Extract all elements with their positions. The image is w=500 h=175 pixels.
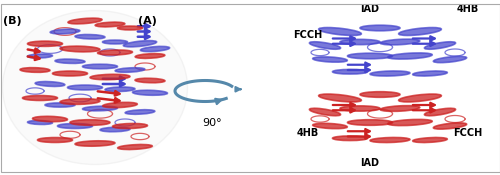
Ellipse shape <box>90 74 130 80</box>
Ellipse shape <box>424 42 456 49</box>
Ellipse shape <box>32 116 68 122</box>
Ellipse shape <box>370 71 410 76</box>
Ellipse shape <box>340 106 380 111</box>
Ellipse shape <box>412 138 448 142</box>
Ellipse shape <box>312 123 348 129</box>
Ellipse shape <box>132 90 168 95</box>
Ellipse shape <box>75 141 115 146</box>
Ellipse shape <box>60 99 100 104</box>
Ellipse shape <box>70 120 110 125</box>
Ellipse shape <box>332 136 368 141</box>
Text: (B): (B) <box>3 16 22 26</box>
Ellipse shape <box>52 71 88 76</box>
Ellipse shape <box>60 46 100 52</box>
Ellipse shape <box>38 138 72 142</box>
Ellipse shape <box>28 121 52 124</box>
Text: (A): (A) <box>138 16 157 26</box>
Ellipse shape <box>388 53 432 59</box>
Ellipse shape <box>75 34 105 39</box>
Ellipse shape <box>135 78 165 83</box>
Ellipse shape <box>312 57 348 62</box>
Ellipse shape <box>55 59 85 63</box>
Ellipse shape <box>82 106 118 111</box>
Ellipse shape <box>348 120 393 125</box>
Ellipse shape <box>348 53 393 59</box>
Ellipse shape <box>370 138 410 142</box>
Ellipse shape <box>58 124 92 128</box>
Ellipse shape <box>380 39 420 45</box>
Ellipse shape <box>124 41 156 47</box>
Ellipse shape <box>115 68 145 72</box>
Ellipse shape <box>310 108 340 116</box>
Ellipse shape <box>28 54 52 58</box>
Ellipse shape <box>95 22 125 27</box>
Ellipse shape <box>380 106 420 111</box>
Ellipse shape <box>118 145 152 149</box>
Ellipse shape <box>118 26 142 30</box>
Ellipse shape <box>318 94 362 102</box>
Ellipse shape <box>332 69 368 74</box>
Ellipse shape <box>318 27 362 36</box>
Ellipse shape <box>140 46 170 52</box>
Ellipse shape <box>388 119 432 126</box>
Ellipse shape <box>50 29 80 34</box>
Ellipse shape <box>135 54 165 58</box>
Ellipse shape <box>434 56 466 63</box>
Ellipse shape <box>310 42 340 49</box>
Ellipse shape <box>398 94 442 102</box>
Ellipse shape <box>125 110 155 114</box>
Ellipse shape <box>105 87 135 92</box>
Text: 90°: 90° <box>202 117 222 128</box>
Ellipse shape <box>112 124 148 128</box>
Text: 4HB: 4HB <box>456 4 478 14</box>
Ellipse shape <box>412 71 448 76</box>
Ellipse shape <box>68 85 102 90</box>
Ellipse shape <box>102 102 138 108</box>
Text: IAD: IAD <box>360 158 380 168</box>
Ellipse shape <box>35 82 65 86</box>
Text: FCCH: FCCH <box>453 128 482 138</box>
Ellipse shape <box>340 39 380 45</box>
Ellipse shape <box>82 64 118 69</box>
Ellipse shape <box>102 40 128 44</box>
Text: FCCH: FCCH <box>293 30 322 40</box>
Ellipse shape <box>100 127 130 132</box>
Ellipse shape <box>398 27 442 36</box>
Text: IAD: IAD <box>360 4 380 14</box>
Ellipse shape <box>20 68 50 72</box>
Ellipse shape <box>360 92 400 97</box>
Ellipse shape <box>360 25 400 31</box>
Ellipse shape <box>22 96 58 100</box>
Ellipse shape <box>424 108 456 116</box>
Text: 4HB: 4HB <box>296 128 318 138</box>
Ellipse shape <box>2 10 188 164</box>
Ellipse shape <box>434 123 466 129</box>
Ellipse shape <box>98 50 132 55</box>
Ellipse shape <box>45 103 75 107</box>
Ellipse shape <box>68 18 102 24</box>
Ellipse shape <box>28 41 62 46</box>
